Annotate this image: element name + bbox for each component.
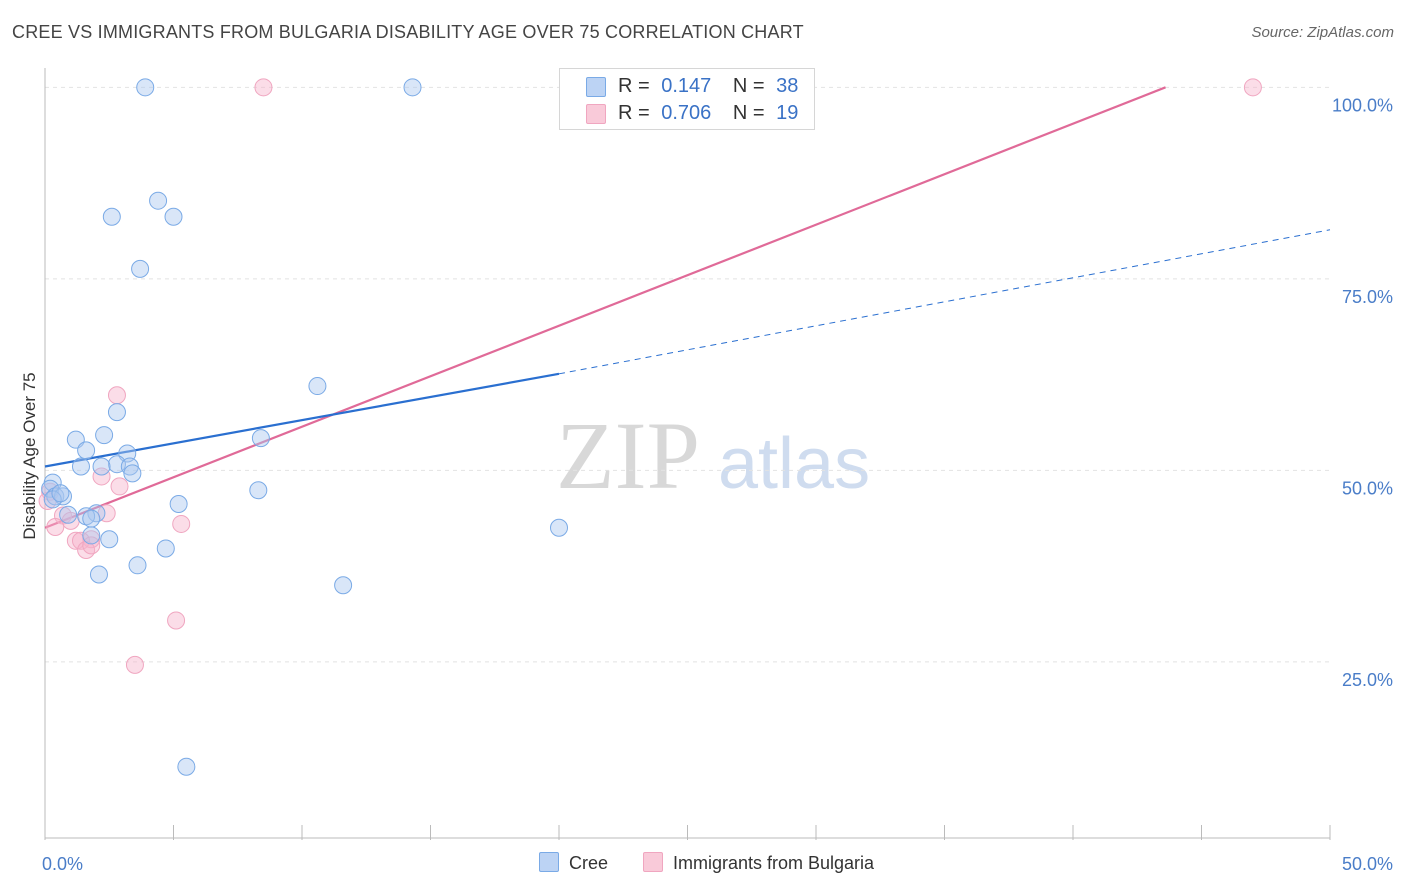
cree-point [82,509,101,528]
cree-point [169,495,188,514]
x-tick-label: 50.0% [1342,854,1393,874]
y-tick-label: 75.0% [1342,287,1393,307]
bulgaria-point [125,655,144,674]
n-label: N = [732,102,765,124]
bulgaria-point [254,78,273,97]
legend-row-text: R = 0.706 N = 19 [618,102,798,125]
cree-point [334,576,353,595]
bulgaria-swatch [586,104,606,124]
cree-point [107,403,126,422]
x-tick-label: 0.0% [42,854,83,874]
cree-point [308,377,327,396]
cree-swatch [586,77,606,97]
cree-point [550,518,568,537]
cree-trend-extension [558,229,1331,375]
cree-trend-line [44,372,560,468]
cree-point [102,207,121,226]
trend-lines [44,86,1331,529]
cree-point [82,526,101,545]
bulgaria-point [71,531,90,550]
bulgaria-trend-line [44,86,1166,529]
bulgaria-point [1243,78,1262,97]
bulgaria-point [110,477,129,496]
cree-point [149,191,168,210]
y-tick-label: 50.0% [1342,478,1393,498]
bulgaria-point [46,518,65,537]
chart-title: CREE VS IMMIGRANTS FROM BULGARIA DISABIL… [12,22,804,42]
cree-point [89,565,108,584]
cree-point [46,487,65,506]
watermark: ZIP atlas [556,402,870,509]
cree-point [131,259,150,278]
bulgaria-point [92,467,111,486]
cree-point [128,556,147,575]
cree-point [249,481,268,500]
cree-point [136,78,155,97]
cree-point [59,505,78,524]
cree-point [95,426,114,445]
y-tick-label: 25.0% [1342,670,1393,690]
bulgaria-point [167,611,186,630]
chart-source: Source: ZipAtlas.com [1251,24,1394,41]
cree-point [87,504,106,523]
n-value: 38 [776,75,799,97]
watermark-zip: ZIP [556,402,700,509]
cree-point [164,207,183,226]
r-label: R = [618,102,650,124]
cree-point [53,487,72,506]
r-label: R = [618,75,650,97]
cree-point [177,757,196,776]
cree-point [123,464,142,483]
x-tick-labels: 0.0% 50.0% [42,854,1393,874]
legend-label-cree: Cree [569,853,609,873]
legend-item-bulgaria: Immigrants from Bulgaria [643,852,874,874]
cree-point [156,539,175,558]
legend-row-text: R = 0.147 N = 38 [618,75,798,98]
y-tick-labels: 25.0% 50.0% 75.0% 100.0% [1332,95,1393,690]
bulgaria-point [82,536,101,555]
cree-point [120,457,139,476]
cree-point [92,457,111,476]
legend-label-bulgaria: Immigrants from Bulgaria [673,853,875,873]
r-value: 0.706 [661,102,712,124]
cree-point [71,457,90,476]
data-points [38,78,1262,776]
cree-point [403,78,422,97]
cree-point [251,429,270,448]
bulgaria-point [172,514,191,533]
correlation-legend: R = 0.147 N = 38 R = 0.706 N = 19 [559,68,815,130]
cree-point [100,530,119,549]
cree-point [77,441,96,460]
r-value: 0.147 [661,75,712,97]
watermark-atlas: atlas [718,424,870,504]
n-label: N = [732,75,765,97]
bulgaria-point [107,386,126,405]
cree-swatch [539,852,559,872]
y-tick-label: 100.0% [1332,95,1393,115]
cree-point [51,484,70,503]
legend-item-cree: Cree [539,852,608,874]
n-value: 19 [776,102,799,124]
axes [44,68,1331,840]
grid-lines [45,86,1330,663]
bulgaria-swatch [643,852,663,872]
